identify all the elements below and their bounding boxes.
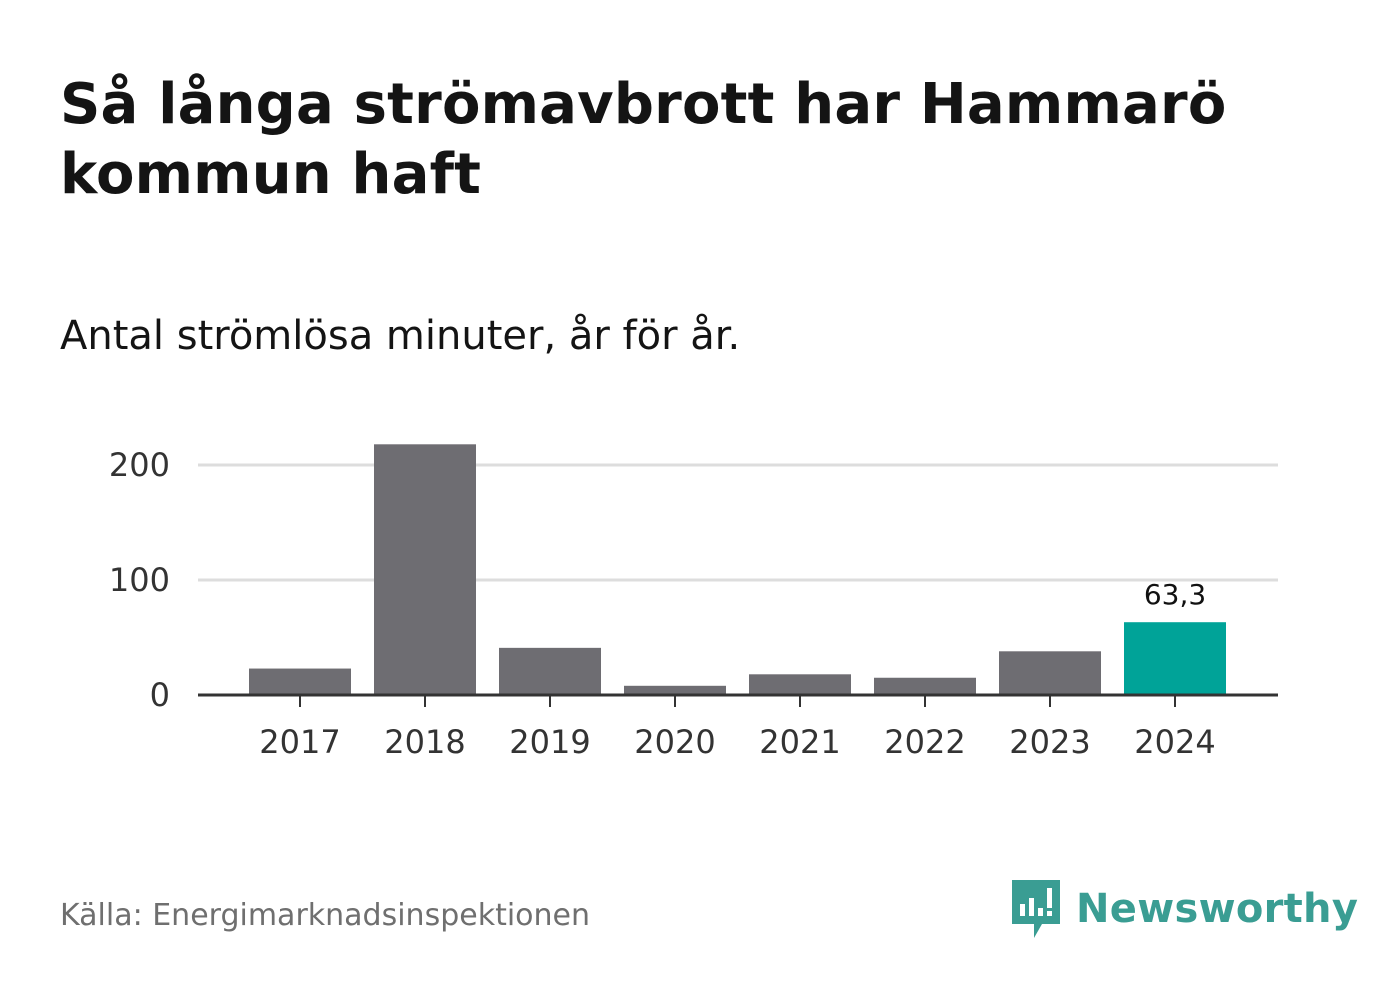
bar-2018: [374, 444, 476, 695]
x-tick-label: 2022: [884, 723, 965, 761]
bar-2023: [999, 651, 1101, 695]
x-tick-label: 2023: [1009, 723, 1090, 761]
gridlines: [198, 463, 1278, 582]
source-note: Källa: Energimarknadsinspektionen: [60, 898, 591, 933]
y-tick-label: 0: [150, 676, 170, 714]
brand-name: Newsworthy: [1076, 886, 1359, 932]
bar-2021: [749, 674, 851, 695]
x-tick-label: 2020: [634, 723, 715, 761]
bar-2022: [874, 677, 976, 695]
brand-logo: Newsworthy: [1010, 876, 1358, 942]
x-tick-label: 2017: [259, 723, 340, 761]
y-tick-label: 200: [109, 446, 170, 484]
x-tick-label: 2021: [759, 723, 840, 761]
chart-subtitle: Antal strömlösa minuter, år för år.: [60, 313, 741, 359]
x-tick-label: 2018: [384, 723, 465, 761]
bars: [249, 444, 1226, 695]
bar-2017: [249, 668, 351, 695]
x-tick-label: 2024: [1134, 723, 1215, 761]
chart-title: Så långa strömavbrott har Hammarö kommun…: [60, 72, 1227, 207]
labels: 0 100 200 2017 2018 2019 2020 2021 2022 2023 2024 6…: [109, 446, 1216, 761]
y-tick-label: 100: [109, 561, 170, 599]
x-axis: [198, 693, 1278, 707]
bar-2020: [624, 685, 726, 695]
bar-2024: [1124, 622, 1226, 695]
bar-2019: [499, 647, 601, 695]
data-label: 63,3: [1144, 578, 1206, 611]
newsworthy-logo-icon: [1012, 880, 1060, 938]
x-tick-label: 2019: [509, 723, 590, 761]
